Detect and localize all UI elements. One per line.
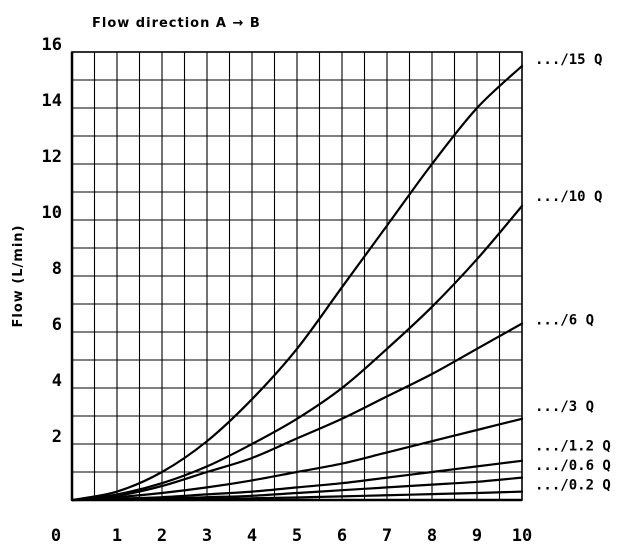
y-axis-label: Flow (L/min) [11, 225, 26, 328]
x-tick-label: 10 [512, 526, 532, 546]
y-tick-labels: 2 4 6 8 10 12 14 16 [42, 35, 62, 447]
y-tick-label: 16 [42, 35, 62, 55]
series-line [70, 322, 524, 502]
series-label: .../10 Q [535, 189, 602, 205]
x-tick-label: 2 [157, 526, 167, 546]
x-tick-label: 0 [51, 526, 61, 546]
y-tick-label: 14 [42, 91, 62, 111]
y-tick-label: 2 [52, 427, 62, 447]
x-tick-label: 8 [427, 526, 437, 546]
x-tick-label: 3 [202, 526, 212, 546]
x-tick-label: 5 [292, 526, 302, 546]
series-line [70, 417, 524, 502]
series-label: .../3 Q [535, 399, 594, 415]
series-line [70, 204, 524, 502]
x-tick-label: 9 [472, 526, 482, 546]
y-tick-label: 6 [52, 315, 62, 335]
y-tick-label: 10 [42, 203, 62, 223]
series-labels: .../15 Q .../10 Q .../6 Q .../3 Q .../1.2 Q.… [535, 52, 611, 494]
series-label: .../15 Q [535, 52, 602, 68]
series-line [70, 64, 524, 502]
y-tick-label: 4 [52, 371, 62, 391]
series-line [70, 490, 524, 502]
series-line [70, 459, 524, 502]
y-tick-label: 8 [52, 259, 62, 279]
x-tick-label: 6 [337, 526, 347, 546]
chart-title: Flow direction A → B [92, 16, 261, 31]
x-tick-labels: 0 1 2 3 4 5 6 7 8 9 10 [51, 526, 532, 546]
series-label: .../0.6 Q [535, 458, 611, 474]
x-tick-label: 4 [247, 526, 257, 546]
y-tick-label: 12 [42, 147, 62, 167]
grid [72, 52, 522, 500]
series-label: .../6 Q [535, 312, 594, 328]
x-tick-label: 7 [382, 526, 392, 546]
x-tick-label: 1 [112, 526, 122, 546]
series-label: .../0.2 Q [535, 478, 611, 494]
series-curves [70, 64, 524, 502]
series-label: .../1.2 Q [535, 438, 611, 454]
